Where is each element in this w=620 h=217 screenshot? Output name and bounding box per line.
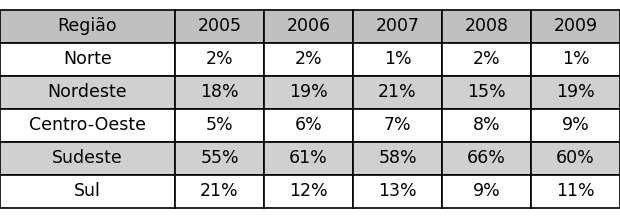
Text: 8%: 8% (472, 116, 500, 134)
Text: Região: Região (58, 17, 117, 35)
Text: 5%: 5% (206, 116, 233, 134)
Bar (353, 76, 442, 108)
Text: 58%: 58% (378, 149, 417, 167)
Text: 12%: 12% (289, 182, 328, 200)
Bar (175, 141, 264, 174)
Text: Centro-Oeste: Centro-Oeste (29, 116, 146, 134)
Bar (442, 141, 531, 174)
Text: Nordeste: Nordeste (48, 83, 127, 101)
Bar (0, 43, 175, 76)
Text: 13%: 13% (378, 182, 417, 200)
Text: 60%: 60% (556, 149, 595, 167)
Bar (531, 76, 620, 108)
Bar (264, 76, 353, 108)
Text: 2%: 2% (206, 50, 233, 68)
Text: 11%: 11% (556, 182, 595, 200)
Bar (531, 174, 620, 207)
Text: Sul: Sul (74, 182, 101, 200)
Text: 9%: 9% (562, 116, 590, 134)
Text: 2007: 2007 (376, 17, 420, 35)
Bar (0, 141, 175, 174)
Bar (0, 10, 175, 43)
Bar (442, 43, 531, 76)
Bar (531, 43, 620, 76)
Bar (264, 108, 353, 141)
Bar (0, 108, 175, 141)
Bar (175, 76, 264, 108)
Text: 19%: 19% (289, 83, 328, 101)
Bar (353, 141, 442, 174)
Bar (264, 174, 353, 207)
Bar (531, 108, 620, 141)
Text: 2009: 2009 (554, 17, 598, 35)
Text: 1%: 1% (562, 50, 590, 68)
Text: 2008: 2008 (464, 17, 508, 35)
Text: 9%: 9% (472, 182, 500, 200)
Bar (531, 10, 620, 43)
Text: 2%: 2% (294, 50, 322, 68)
Bar (442, 174, 531, 207)
Text: 66%: 66% (467, 149, 506, 167)
Bar (175, 10, 264, 43)
Bar (442, 76, 531, 108)
Bar (175, 43, 264, 76)
Text: 61%: 61% (289, 149, 328, 167)
Text: Norte: Norte (63, 50, 112, 68)
Bar (264, 10, 353, 43)
Text: Sudeste: Sudeste (52, 149, 123, 167)
Text: 55%: 55% (200, 149, 239, 167)
Text: 2005: 2005 (198, 17, 242, 35)
Text: 2%: 2% (472, 50, 500, 68)
Bar (442, 10, 531, 43)
Text: 1%: 1% (384, 50, 411, 68)
Bar (0, 76, 175, 108)
Text: 21%: 21% (200, 182, 239, 200)
Bar (353, 43, 442, 76)
Text: 19%: 19% (556, 83, 595, 101)
Text: 2006: 2006 (286, 17, 330, 35)
Text: 18%: 18% (200, 83, 239, 101)
Bar (353, 108, 442, 141)
Text: 7%: 7% (384, 116, 411, 134)
Bar (175, 108, 264, 141)
Bar (0, 174, 175, 207)
Text: 6%: 6% (294, 116, 322, 134)
Text: 21%: 21% (378, 83, 417, 101)
Bar (353, 10, 442, 43)
Bar (531, 141, 620, 174)
Text: 15%: 15% (467, 83, 506, 101)
Bar (175, 174, 264, 207)
Bar (353, 174, 442, 207)
Bar (264, 141, 353, 174)
Bar (442, 108, 531, 141)
Bar (264, 43, 353, 76)
